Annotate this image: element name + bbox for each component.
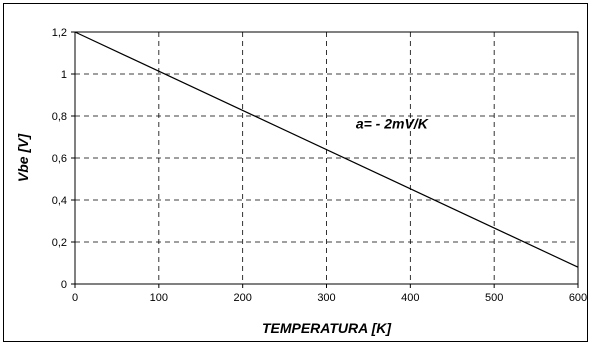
y-tick-label: 0,2 xyxy=(52,237,67,249)
y-tick-label: 0,8 xyxy=(52,111,67,123)
slope-annotation: a= - 2mV/K xyxy=(356,116,429,132)
x-axis-title: TEMPERATURA [K] xyxy=(262,320,392,336)
y-tick-label: 0,6 xyxy=(52,153,67,165)
x-tick-label: 500 xyxy=(485,292,503,304)
x-tick-label: 100 xyxy=(150,292,168,304)
y-tick-label: 0,4 xyxy=(52,195,67,207)
y-tick-label: 1,2 xyxy=(52,27,67,39)
y-axis-title: Vbe [V] xyxy=(15,133,31,183)
y-tick-label: 0 xyxy=(61,279,67,291)
x-tick-label: 400 xyxy=(401,292,419,304)
x-tick-label: 300 xyxy=(317,292,335,304)
series-line xyxy=(74,31,579,268)
x-tick-label: 0 xyxy=(72,292,78,304)
x-tick-label: 600 xyxy=(569,292,587,304)
y-tick-label: 1 xyxy=(61,69,67,81)
x-tick-label: 200 xyxy=(233,292,251,304)
